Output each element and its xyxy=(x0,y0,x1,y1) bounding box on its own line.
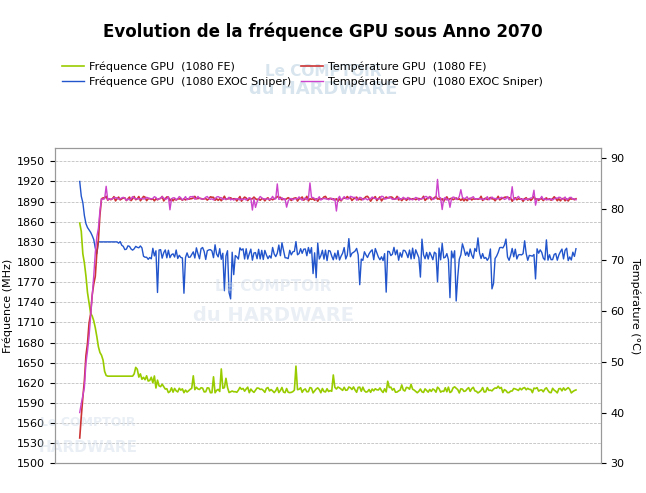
Text: HARDWARE: HARDWARE xyxy=(38,440,137,455)
Legend: Fréquence GPU  (1080 FE), Fréquence GPU  (1080 EXOC Sniper), Température GPU  (1: Fréquence GPU (1080 FE), Fréquence GPU (… xyxy=(57,57,548,91)
Text: Le COMPTOIR: Le COMPTOIR xyxy=(40,416,136,429)
Text: Evolution de la fréquence GPU sous Anno 2070: Evolution de la fréquence GPU sous Anno … xyxy=(103,22,543,41)
Y-axis label: Fréquence (MHz): Fréquence (MHz) xyxy=(3,258,13,353)
Text: Le COMPTOIR: Le COMPTOIR xyxy=(265,64,381,79)
Text: Le COMPTOIR: Le COMPTOIR xyxy=(215,279,331,294)
Y-axis label: Température (°C): Température (°C) xyxy=(630,257,641,354)
Text: du HARDWARE: du HARDWARE xyxy=(249,80,397,98)
Text: du HARDWARE: du HARDWARE xyxy=(193,306,354,324)
